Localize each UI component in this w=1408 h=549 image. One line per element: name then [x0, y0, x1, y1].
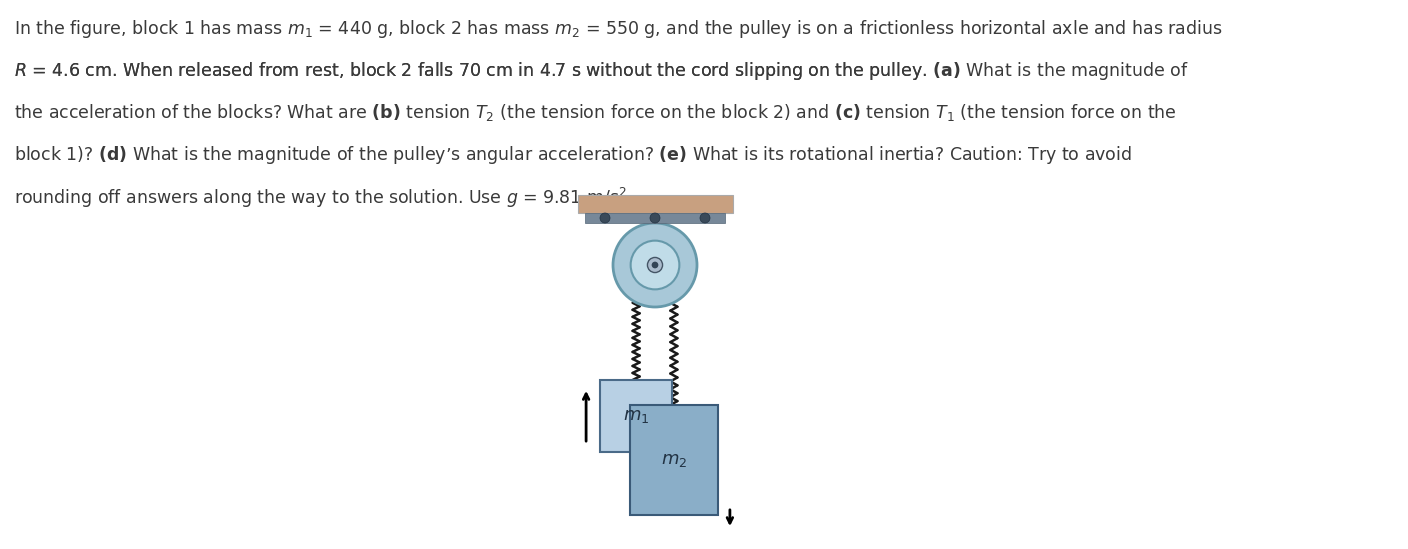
Bar	[600, 380, 672, 452]
Text: $m_2$: $m_2$	[660, 451, 687, 469]
Bar	[584, 213, 725, 223]
Circle shape	[700, 213, 710, 223]
Text: $R$ = 4.6 cm. When released from rest, block 2 falls 70 cm in 4.7 s without the : $R$ = 4.6 cm. When released from rest, b…	[14, 60, 929, 82]
Circle shape	[648, 257, 663, 272]
Circle shape	[652, 262, 659, 268]
Text: In the figure, block 1 has mass $m_1$ = 440 g, block 2 has mass $m_2$ = 550 g, a: In the figure, block 1 has mass $m_1$ = …	[14, 18, 1222, 40]
Circle shape	[600, 213, 610, 223]
Circle shape	[650, 213, 660, 223]
Text: $m_1$: $m_1$	[622, 407, 649, 425]
Bar	[577, 195, 732, 213]
Text: $R$ = 4.6 cm. When released from rest, block 2 falls 70 cm in 4.7 s without the : $R$ = 4.6 cm. When released from rest, b…	[14, 60, 1188, 82]
Bar	[629, 405, 718, 515]
Circle shape	[612, 223, 697, 307]
Text: rounding off answers along the way to the solution. Use $g$ = 9.81 m/s$^2$.: rounding off answers along the way to th…	[14, 186, 632, 210]
Text: the acceleration of the blocks? What are $\mathbf{(b)}$ tension $T_2$ (the tensi: the acceleration of the blocks? What are…	[14, 102, 1177, 123]
Circle shape	[631, 240, 680, 289]
Text: block 1)? $\mathbf{(d)}$ What is the magnitude of the pulley’s angular accelerat: block 1)? $\mathbf{(d)}$ What is the mag…	[14, 144, 1132, 166]
